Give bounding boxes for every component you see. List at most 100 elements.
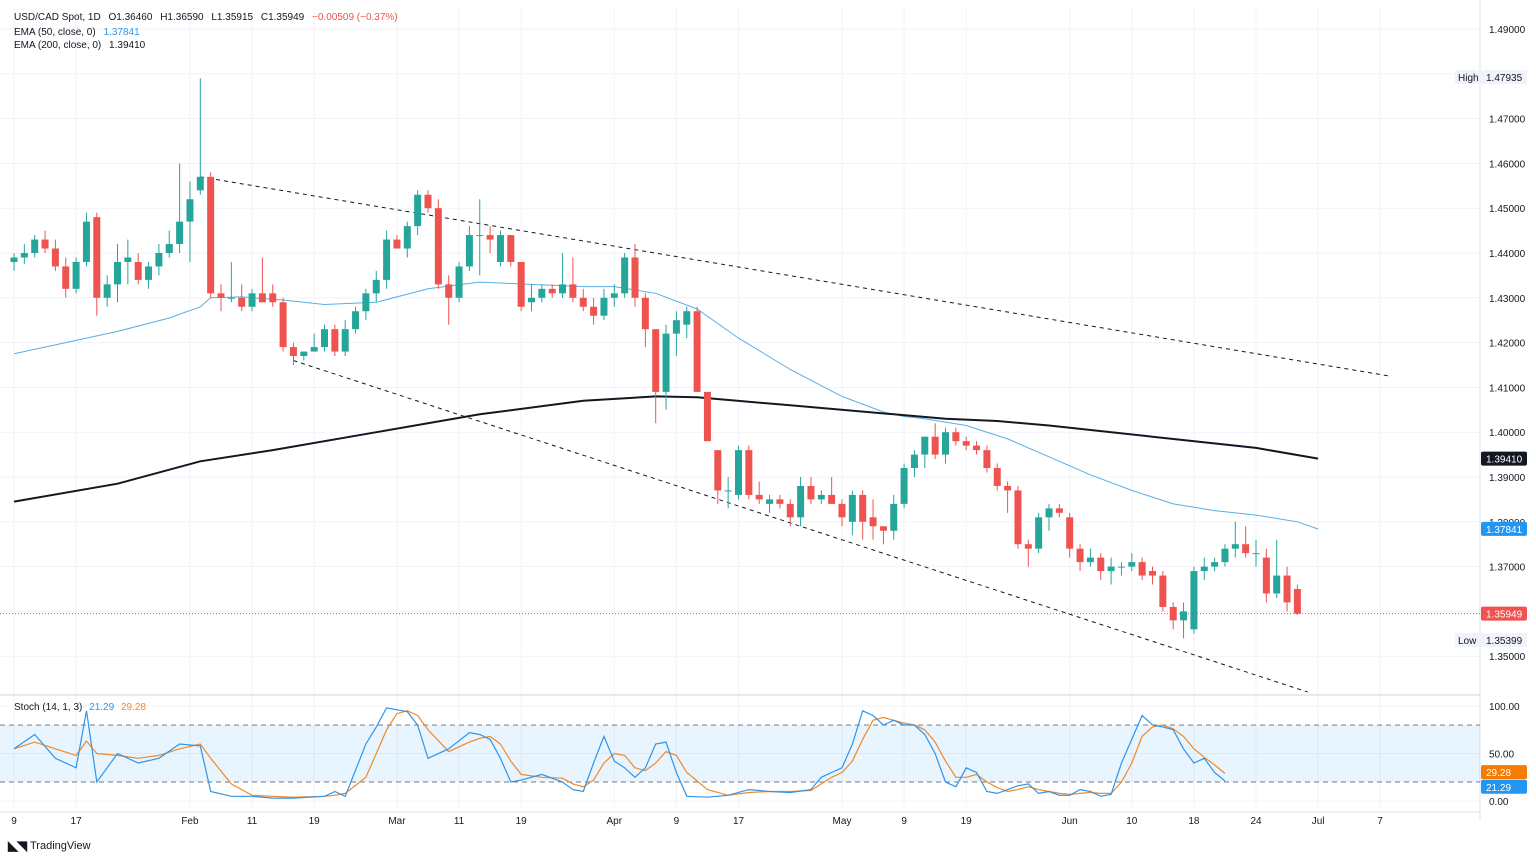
candle-body: [724, 490, 732, 492]
candle-down: [641, 293, 649, 348]
candle-down: [703, 391, 711, 442]
candle-body: [476, 235, 484, 237]
candle-body: [1035, 517, 1043, 549]
candle-body: [579, 297, 587, 307]
candle-down: [393, 235, 401, 249]
candle-body: [859, 494, 867, 522]
price-tick-label: 1.41000: [1489, 383, 1526, 394]
ema200-legend[interactable]: EMA (200, close, 0) 1.39410: [14, 40, 150, 52]
candle-body: [1242, 544, 1250, 554]
candle-down: [807, 477, 815, 504]
candle-down: [714, 450, 722, 504]
candle-body: [993, 468, 1001, 486]
candle-down: [1149, 566, 1156, 585]
candle-body: [289, 347, 297, 357]
candle-up: [610, 284, 618, 307]
candle-body: [1231, 544, 1239, 549]
candle-up: [72, 257, 80, 294]
change-value: −0.00509 (−0.37%): [312, 12, 398, 23]
candle-body: [51, 248, 59, 267]
candle-down: [983, 445, 991, 473]
candle-body: [434, 208, 442, 285]
time-tick-label: 19: [309, 816, 321, 827]
candle-up: [10, 253, 18, 271]
candle-down: [869, 499, 877, 540]
candle-down: [1293, 584, 1301, 615]
candle-body: [72, 261, 80, 289]
candle-up: [528, 284, 535, 312]
candle-up: [455, 261, 463, 303]
candle-down: [859, 490, 867, 540]
candle-body: [238, 297, 246, 307]
candle-up: [1045, 503, 1053, 531]
candle-up: [910, 450, 918, 477]
candle-body: [900, 468, 908, 504]
price-tick-label: 1.44000: [1489, 249, 1526, 260]
trendline-channel-lower: [293, 360, 1308, 693]
trendline-channel-upper: [200, 176, 1391, 377]
candle-down: [279, 297, 287, 352]
stoch-legend[interactable]: Stoch (14, 1, 3) 21.29 29.28: [14, 702, 150, 713]
candle-body: [1190, 571, 1198, 630]
time-tick-label: 17: [733, 816, 745, 827]
candle-body: [703, 391, 711, 442]
candle-up: [300, 351, 308, 361]
candle-body: [362, 293, 370, 312]
candle-body: [1024, 544, 1032, 549]
price-tick-label: 1.39000: [1489, 473, 1526, 484]
candle-body: [755, 494, 763, 500]
candle-up: [20, 244, 28, 265]
candle-body: [1200, 566, 1208, 572]
time-tick-label: 19: [961, 816, 973, 827]
candle-up: [145, 261, 153, 289]
candle-body: [610, 293, 618, 298]
candle-down: [579, 288, 587, 312]
candle-down: [693, 306, 701, 392]
candle-body: [1086, 557, 1094, 563]
brand-name: TradingView: [30, 840, 91, 852]
time-tick-label: Feb: [181, 816, 199, 827]
candle-up: [1252, 539, 1260, 567]
candle-down: [1283, 566, 1291, 612]
candle-body: [1014, 490, 1022, 545]
candle-body: [1066, 517, 1074, 549]
candle-down: [1097, 553, 1105, 581]
candle-body: [176, 221, 184, 245]
tradingview-logo[interactable]: ◣◥ TradingView: [8, 838, 91, 854]
candle-up: [103, 275, 111, 307]
candle-body: [528, 297, 535, 303]
candle-body: [93, 217, 101, 298]
candle-up: [1273, 539, 1281, 598]
candle-down: [631, 244, 639, 307]
candle-up: [124, 239, 132, 285]
candle-up: [82, 212, 90, 267]
candle-down: [1159, 571, 1167, 612]
time-tick-label: 7: [1377, 816, 1383, 827]
candle-down: [258, 257, 266, 303]
open-value: O1.36460: [108, 12, 153, 23]
candle-up: [890, 494, 898, 540]
candle-up: [196, 78, 204, 195]
candle-body: [714, 450, 722, 491]
candle-up: [662, 324, 670, 410]
candle-down: [828, 477, 836, 504]
candle-body: [631, 257, 639, 298]
ema50-legend[interactable]: EMA (50, close, 0) 1.37841: [14, 27, 145, 39]
candle-body: [807, 485, 815, 500]
candle-up: [921, 436, 929, 469]
candle-body: [559, 284, 567, 294]
symbol-label[interactable]: USD/CAD Spot, 1D: [14, 12, 101, 23]
candle-body: [217, 293, 225, 298]
candle-body: [1159, 575, 1167, 607]
price-tick-label: 1.40000: [1489, 428, 1526, 439]
candle-down: [1138, 557, 1146, 581]
candle-body: [1045, 508, 1053, 518]
candle-body: [983, 450, 991, 469]
candle-body: [403, 226, 411, 249]
last-price-tag-bg: [1481, 606, 1527, 621]
candle-body: [82, 221, 90, 262]
candle-up: [372, 270, 380, 303]
candle-body: [931, 436, 939, 455]
candle-down: [424, 190, 432, 213]
